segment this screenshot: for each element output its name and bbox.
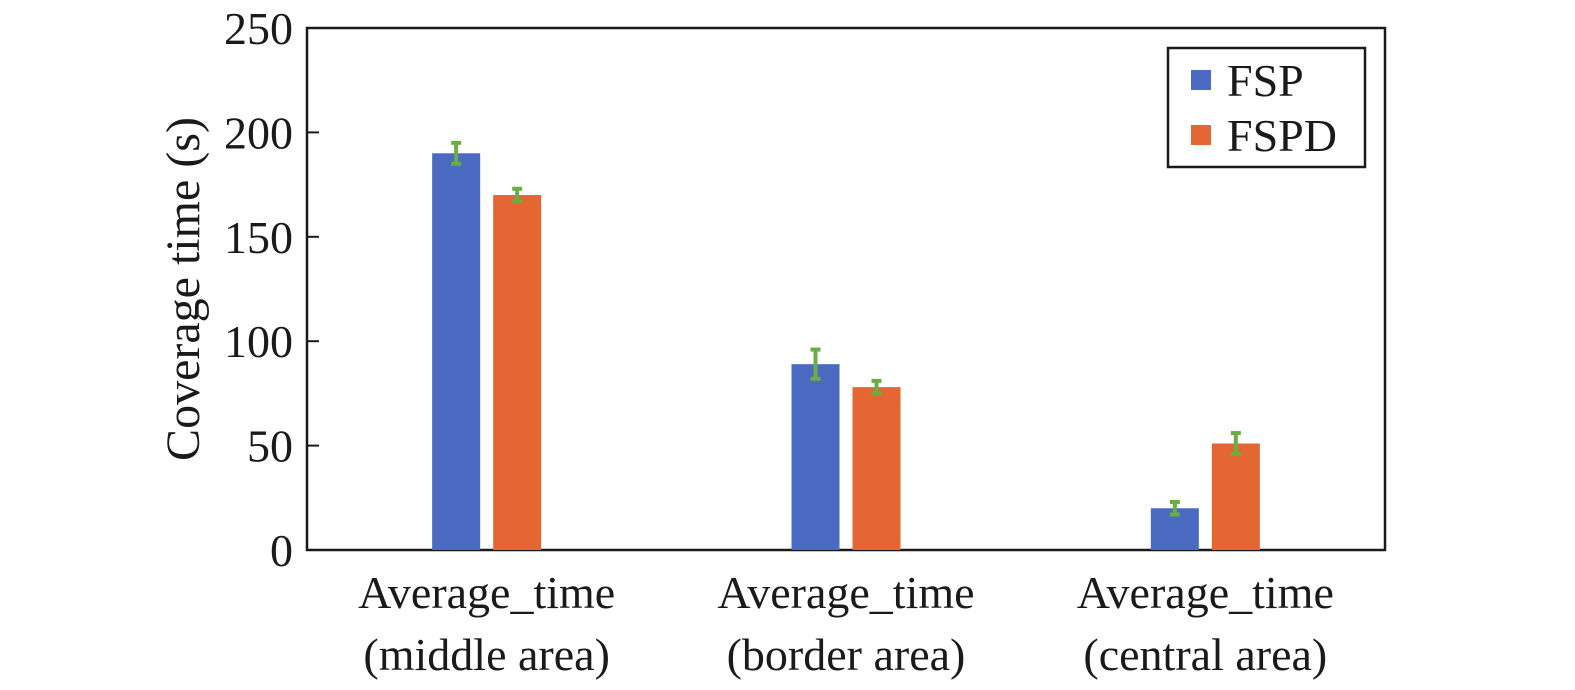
legend-swatch-fspd — [1191, 125, 1211, 145]
legend-label-fspd: FSPD — [1227, 110, 1337, 161]
bars — [432, 153, 1260, 551]
x-category-label: (border area) — [727, 629, 966, 680]
error-bar — [1169, 499, 1180, 517]
legend-label-fsp: FSP — [1227, 55, 1304, 106]
x-category-label: Average_time — [717, 567, 974, 618]
y-axis-ticks: 0 50 100 150 200 250 — [224, 3, 319, 576]
legend-box — [1166, 46, 1367, 169]
y-tick-label: 250 — [224, 3, 293, 54]
error-bar — [451, 140, 462, 166]
bar-fspd — [1211, 443, 1260, 550]
plot-area-border — [305, 26, 1387, 552]
error-bar — [1230, 431, 1241, 456]
y-tick-label: 150 — [224, 212, 293, 263]
x-category-label: (central area) — [1083, 629, 1327, 680]
error-bars — [451, 140, 1241, 517]
y-tick-label: 100 — [224, 316, 293, 367]
error-bar — [871, 378, 882, 396]
bar-fsp — [432, 153, 481, 550]
bar-fspd — [852, 387, 901, 550]
y-tick-label: 50 — [247, 421, 293, 472]
error-bar — [810, 347, 821, 381]
error-bar — [512, 186, 523, 204]
x-category-label: Average_time — [358, 567, 615, 618]
x-category-label: (middle area) — [363, 629, 609, 680]
bar-fsp — [791, 364, 840, 550]
y-axis-title: Coverage time (s) — [157, 117, 210, 461]
x-category-label: Average_time — [1077, 567, 1334, 618]
x-axis-category-labels: Average_time (middle area) Average_time (bo… — [358, 567, 1334, 680]
y-tick-label: 200 — [224, 107, 293, 158]
bar-fspd — [493, 195, 542, 551]
plot-frame — [305, 26, 1387, 552]
legend-swatch-fsp — [1191, 70, 1211, 90]
y-tick-label: 0 — [270, 525, 293, 576]
